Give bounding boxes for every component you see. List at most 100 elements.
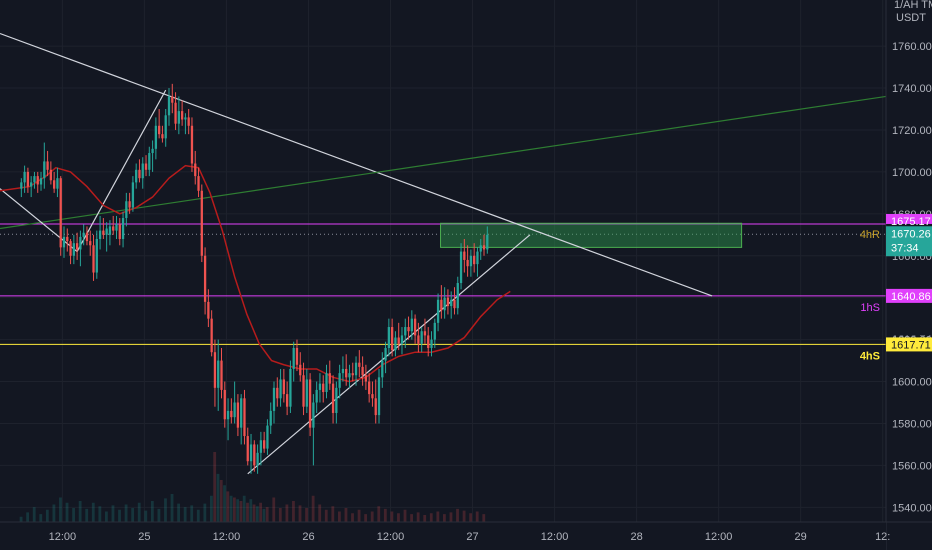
volume-bar (462, 510, 466, 522)
volume-bar (416, 512, 420, 522)
candle-body (249, 444, 253, 462)
price-axis-background (886, 0, 932, 550)
volume-bar (278, 508, 282, 522)
candle-body (335, 387, 338, 413)
volume-bar (157, 508, 161, 522)
candle-body (177, 111, 180, 124)
candle-body (197, 176, 200, 191)
volume-bar (213, 452, 217, 522)
volume-bar (255, 506, 259, 522)
volume-bar (52, 504, 56, 522)
candle-body (443, 297, 446, 311)
volume-bar (482, 514, 486, 522)
level-side-label-1hS: 1hS (860, 302, 880, 314)
price-tick-label: 1760.00 (892, 41, 932, 53)
candle-body (345, 368, 348, 378)
price-tick-label: 1600.00 (892, 377, 932, 389)
candle-body (128, 201, 131, 208)
price-axis[interactable]: 1/AH TM USDT 1540.00 1560.00 1580.00 1600.0… (885, 0, 932, 550)
candle-body (36, 176, 39, 185)
candle-body (272, 387, 276, 411)
candle-body (466, 259, 469, 267)
volume-bar (436, 511, 440, 522)
volume-bar (232, 497, 236, 522)
candle-body (138, 169, 141, 179)
candle-body (404, 327, 407, 336)
volume-bar (318, 504, 322, 522)
volume-bar (305, 508, 308, 522)
time-tick-label: 28 (630, 531, 642, 543)
candle-body (436, 299, 440, 323)
time-tick-label: 29 (795, 531, 807, 543)
candle-body (486, 234, 489, 250)
candle-body (92, 245, 95, 273)
candle-body (66, 236, 69, 242)
volume-bar (124, 504, 128, 522)
candle-body (450, 299, 453, 307)
volume-bar (229, 495, 233, 522)
volume-bar (351, 513, 354, 522)
candle-body (397, 337, 400, 344)
candle-body (266, 425, 269, 449)
candle-body (292, 348, 295, 369)
volume-bar (429, 513, 433, 522)
volume-bar (410, 514, 413, 522)
volume-bar (26, 512, 30, 522)
candle-body (276, 387, 279, 399)
price-badge-4hR (886, 213, 932, 224)
volume-bar (298, 505, 302, 522)
candle-body (469, 255, 473, 267)
candle-body (220, 360, 223, 390)
time-tick-label: 12:00 (49, 531, 77, 543)
volume-bar (111, 505, 115, 522)
candle-body (446, 297, 450, 307)
horizontal-levels[interactable]: 4hR 1hS 4hS (0, 223, 886, 362)
volume-bar (223, 485, 226, 522)
candle-body (167, 96, 171, 116)
price-badge-text-4hR: 1675.17 (891, 216, 931, 228)
candle-body (299, 364, 302, 376)
volume-bar (72, 508, 75, 522)
volume-bar (164, 498, 167, 522)
volume-bar (59, 497, 62, 522)
candle-body (394, 337, 397, 351)
volume-bar (397, 513, 400, 522)
candle-body (253, 444, 256, 466)
volume-bar (242, 495, 246, 522)
candle-body (194, 163, 197, 177)
candle-body (39, 178, 43, 185)
candle-body (207, 301, 210, 319)
volume-bar (85, 508, 89, 522)
candle-body (358, 362, 361, 367)
candle-body (387, 327, 391, 348)
volume-bar (469, 513, 473, 522)
candle-body (456, 283, 459, 309)
volume-bars (19, 452, 486, 522)
resistance-zone[interactable] (440, 222, 743, 248)
countdown-label: 37:34 (891, 242, 919, 254)
candle-body (148, 153, 151, 170)
candle-body (371, 394, 374, 399)
candle-body (407, 327, 410, 332)
candle-body (30, 182, 33, 187)
candle-body (420, 331, 423, 344)
level-side-label-4hS: 4hS (860, 350, 880, 362)
candle-body (59, 178, 62, 248)
candle-body (410, 318, 413, 332)
volume-bar (370, 511, 374, 522)
candle-body (223, 389, 226, 420)
candle-body (187, 117, 190, 126)
time-tick-label: 12:00 (541, 531, 569, 543)
candle-body (390, 327, 394, 351)
time-tick-label: 12:00 (213, 531, 241, 543)
time-tick-label: 12:00 (705, 531, 733, 543)
volume-bar (91, 502, 95, 522)
volume-bar (443, 514, 446, 522)
candle-body (400, 335, 404, 344)
candle-body (33, 176, 36, 183)
time-axis[interactable]: 12:00 25 12:00 26 12:00 27 12:00 28 12:00 29 12: (0, 521, 932, 550)
volume-bar (265, 507, 269, 522)
time-tick-label: 25 (138, 531, 150, 543)
